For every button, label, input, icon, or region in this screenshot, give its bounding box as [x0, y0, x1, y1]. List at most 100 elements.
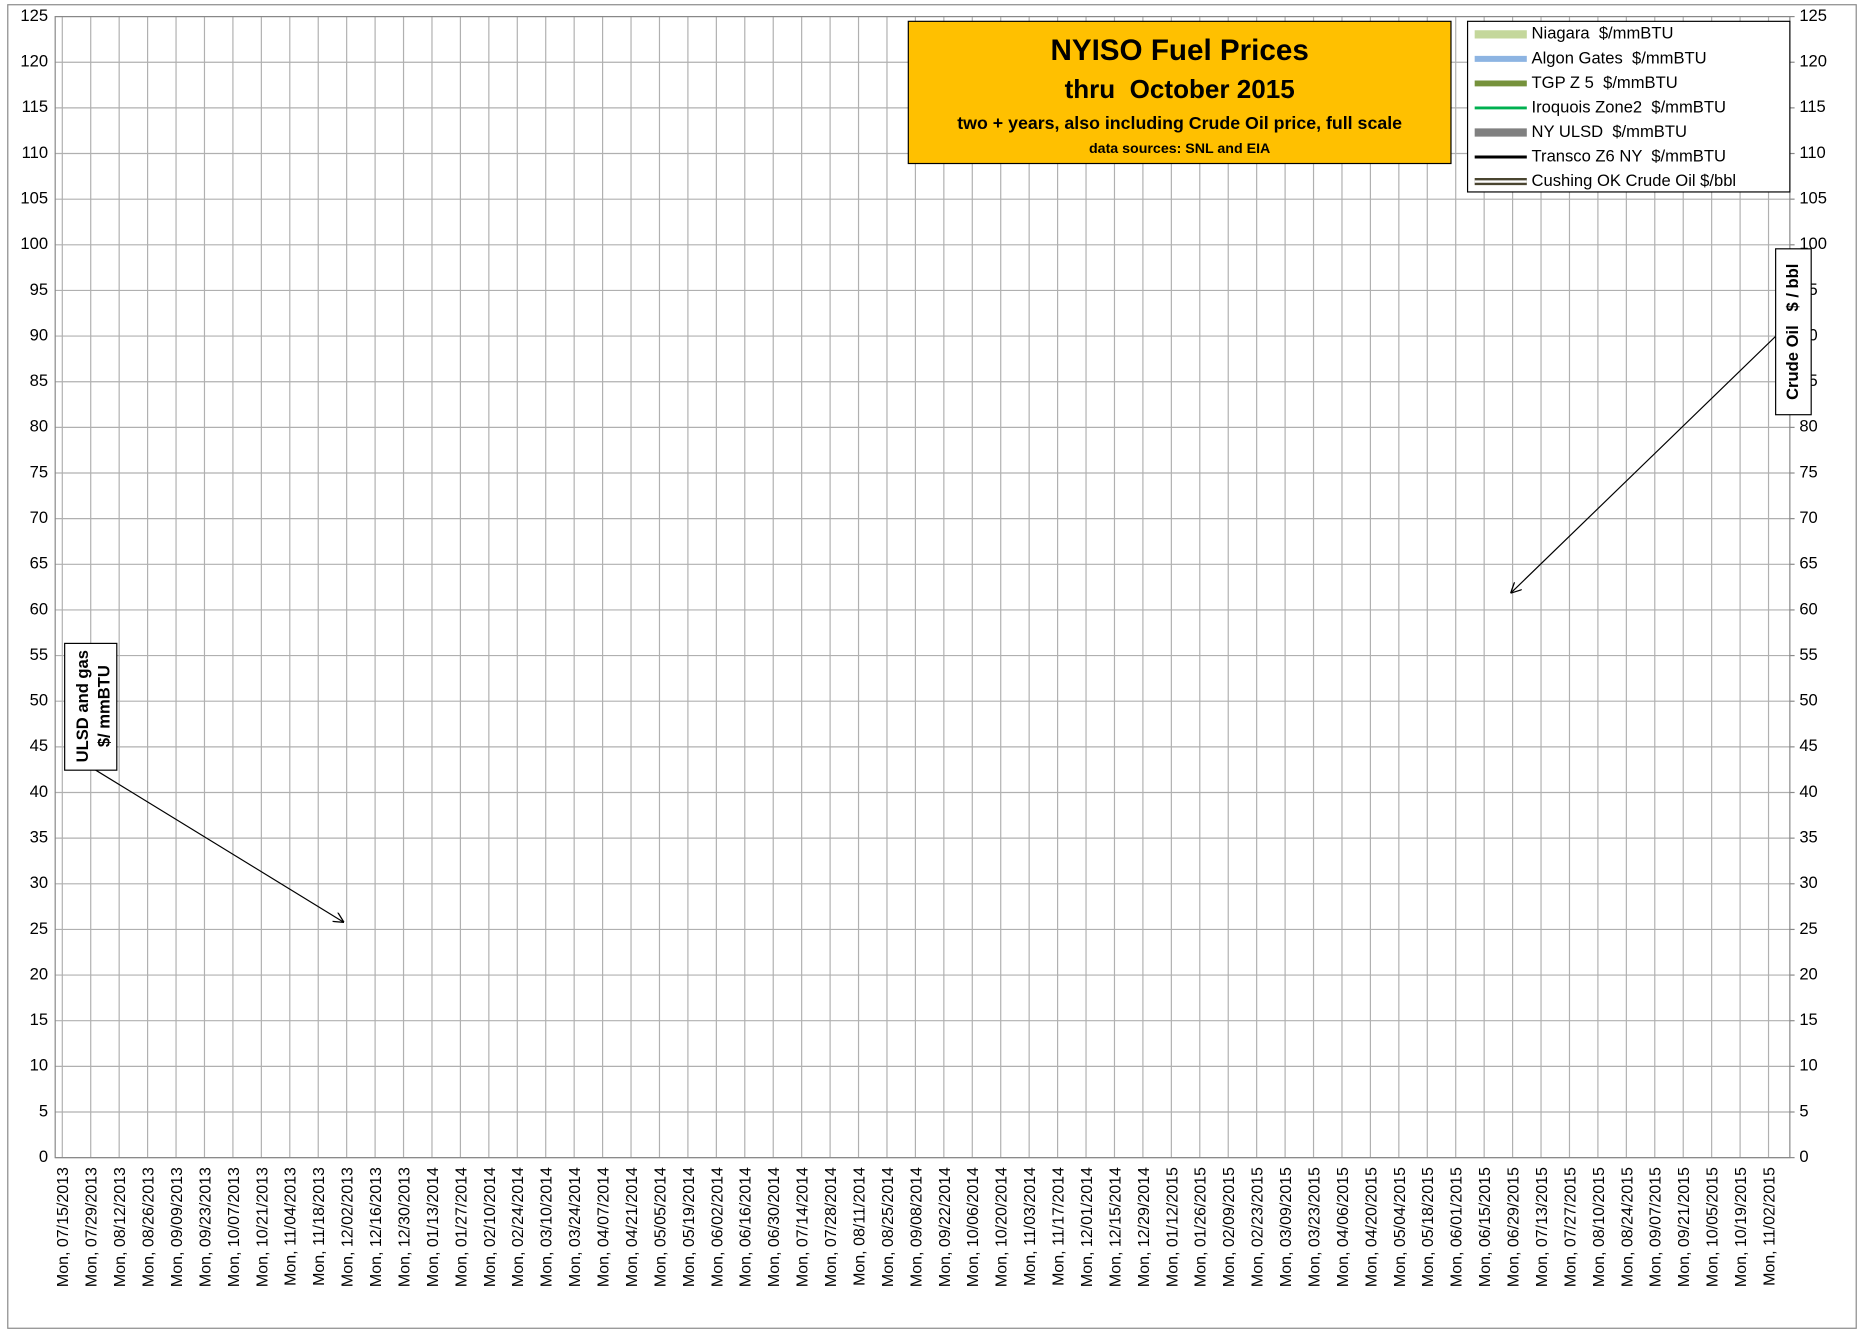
annotation-text: Crude Oil $ / bbl: [1783, 264, 1802, 400]
y-tick-label: 75: [30, 462, 48, 481]
legend-label: Cushing OK Crude Oil $/bbl: [1532, 171, 1737, 190]
x-tick-label: Mon, 07/13/2015: [1534, 1167, 1551, 1287]
x-tick-label: Mon, 05/04/2015: [1392, 1167, 1409, 1287]
x-tick-label: Mon, 06/02/2014: [709, 1167, 726, 1287]
annotation-text: $/ mmBTU: [94, 665, 113, 747]
y-tick-label: 90: [30, 325, 48, 344]
y-tick-label: 100: [20, 234, 48, 253]
x-tick-label: Mon, 04/21/2014: [624, 1167, 641, 1287]
x-tick-label: Mon, 02/10/2014: [482, 1167, 499, 1287]
chart-description: two + years, also including Crude Oil pr…: [957, 113, 1402, 133]
legend: Niagara $/mmBTU Algon Gates $/mmBTU TGP Z …: [1474, 24, 1737, 190]
y-tick-label: 125: [20, 6, 48, 25]
x-tick-label: Mon, 01/26/2015: [1193, 1167, 1210, 1287]
chart-source: data sources: SNL and EIA: [1089, 141, 1270, 157]
y-tick-label: 45: [30, 736, 48, 755]
x-tick-label: Mon, 05/05/2014: [652, 1167, 669, 1287]
y-tick-label: 15: [30, 1010, 48, 1029]
x-tick-label: Mon, 10/19/2015: [1733, 1167, 1750, 1287]
x-tick-label: Mon, 10/06/2014: [965, 1167, 982, 1287]
legend-label: Algon Gates $/mmBTU: [1532, 48, 1707, 67]
y-tick-label: 20: [30, 964, 48, 983]
annotation-box: [64, 642, 118, 771]
y2-tick-label: 25: [1799, 919, 1817, 938]
plot-frame: [54, 15, 1791, 1159]
y-tick-label: 80: [30, 417, 48, 436]
x-tick-label: Mon, 11/17/2014: [1051, 1167, 1068, 1286]
x-tick-label: Mon, 10/20/2014: [994, 1167, 1011, 1287]
x-tick-label: Mon, 03/24/2014: [567, 1167, 584, 1287]
x-tick-label: Mon, 12/16/2013: [368, 1167, 385, 1287]
x-tick-label: Mon, 10/07/2013: [226, 1167, 243, 1287]
x-tick-label: Mon, 08/10/2015: [1591, 1167, 1608, 1287]
x-tick-label: Mon, 02/23/2015: [1250, 1167, 1267, 1287]
x-tick-label: Mon, 09/22/2014: [937, 1167, 954, 1287]
y2-tick-label: 65: [1799, 554, 1817, 573]
x-tick-label: Mon, 10/05/2015: [1705, 1167, 1722, 1287]
y2-tick-label: 10: [1799, 1056, 1817, 1075]
y2-tick-label: 35: [1799, 828, 1817, 847]
y-tick-label: 0: [39, 1147, 48, 1166]
y-tick-label: 60: [30, 599, 48, 618]
y2-tick-label: 60: [1799, 599, 1817, 618]
x-tick-label: Mon, 07/27/2015: [1562, 1167, 1579, 1287]
x-tick-label: Mon, 08/26/2013: [141, 1167, 158, 1287]
annotation-arrow: [91, 767, 343, 922]
y-tick-label: 85: [30, 371, 48, 390]
y2-tick-label: 80: [1799, 417, 1817, 436]
y-tick-label: 35: [30, 828, 48, 847]
y2-tick-label: 15: [1799, 1010, 1817, 1029]
x-tick-label: Mon, 09/23/2013: [197, 1167, 214, 1287]
y-tick-label: 115: [22, 97, 48, 116]
legend-label: Iroquois Zone2 $/mmBTU: [1532, 97, 1726, 116]
x-tick-label: Mon, 11/18/2013: [311, 1167, 328, 1286]
x-tick-label: Mon, 05/18/2015: [1420, 1167, 1437, 1287]
y-tick-label: 40: [30, 782, 48, 801]
x-tick-label: Mon, 02/09/2015: [1221, 1167, 1238, 1287]
x-tick-label: Mon, 07/28/2014: [823, 1167, 840, 1287]
x-tick-label: Mon, 11/02/2015: [1761, 1167, 1778, 1286]
y2-tick-label: 30: [1799, 873, 1817, 892]
y-tick-label: 25: [30, 919, 48, 938]
x-tick-label: Mon, 06/30/2014: [766, 1167, 783, 1287]
x-tick-label: Mon, 12/15/2014: [1107, 1167, 1124, 1287]
y-tick-label: 55: [30, 645, 48, 664]
annotation-text: ULSD and gas: [73, 650, 92, 762]
chart-border: [7, 4, 1857, 1329]
y-tick-label: 5: [39, 1101, 48, 1120]
y2-tick-label: 0: [1799, 1147, 1808, 1166]
y2-tick-label: 40: [1799, 782, 1817, 801]
x-tick-label: Mon, 03/09/2015: [1278, 1167, 1295, 1287]
x-tick-label: Mon, 07/29/2013: [84, 1167, 101, 1287]
x-tick-label: Mon, 11/04/2013: [283, 1167, 300, 1286]
x-tick-label: Mon, 04/06/2015: [1335, 1167, 1352, 1287]
x-tick-label: Mon, 12/30/2013: [396, 1167, 413, 1287]
x-tick-label: Mon, 08/24/2015: [1619, 1167, 1636, 1287]
x-tick-label: Mon, 09/21/2015: [1676, 1167, 1693, 1287]
x-tick-label: Mon, 08/11/2014: [851, 1167, 868, 1286]
y-tick-label: 95: [30, 280, 48, 299]
x-tick-label: Mon, 11/03/2014: [1022, 1167, 1039, 1286]
y-tick-label: 120: [20, 52, 48, 71]
y-tick-label: 70: [30, 508, 48, 527]
x-tick-label: Mon, 01/13/2014: [425, 1167, 442, 1287]
x-tick-label: Mon, 08/25/2014: [880, 1167, 897, 1287]
ticks: 0 5 10 15 20 25 30 35 40 45 50 55 60 65 70 75 80 85 90 95 10…: [20, 6, 1827, 1287]
y2-tick-label: 125: [1799, 6, 1827, 25]
x-tick-label: Mon, 10/21/2013: [254, 1167, 271, 1287]
legend-label: NY ULSD $/mmBTU: [1532, 122, 1687, 141]
x-tick-label: Mon, 06/29/2015: [1506, 1167, 1523, 1287]
y2-tick-label: 70: [1799, 508, 1817, 527]
legend-label: Niagara $/mmBTU: [1532, 24, 1674, 43]
y-tick-label: 110: [22, 143, 48, 162]
legend-label: TGP Z 5 $/mmBTU: [1532, 73, 1678, 92]
y-tick-label: 105: [20, 189, 48, 208]
x-tick-label: Mon, 12/02/2013: [340, 1167, 357, 1287]
x-tick-label: Mon, 01/27/2014: [453, 1167, 470, 1287]
y2-tick-label: 115: [1799, 97, 1825, 116]
chart-title: NYISO Fuel Prices: [1050, 34, 1308, 67]
y-tick-label: 50: [30, 691, 48, 710]
y2-tick-label: 20: [1799, 964, 1817, 983]
